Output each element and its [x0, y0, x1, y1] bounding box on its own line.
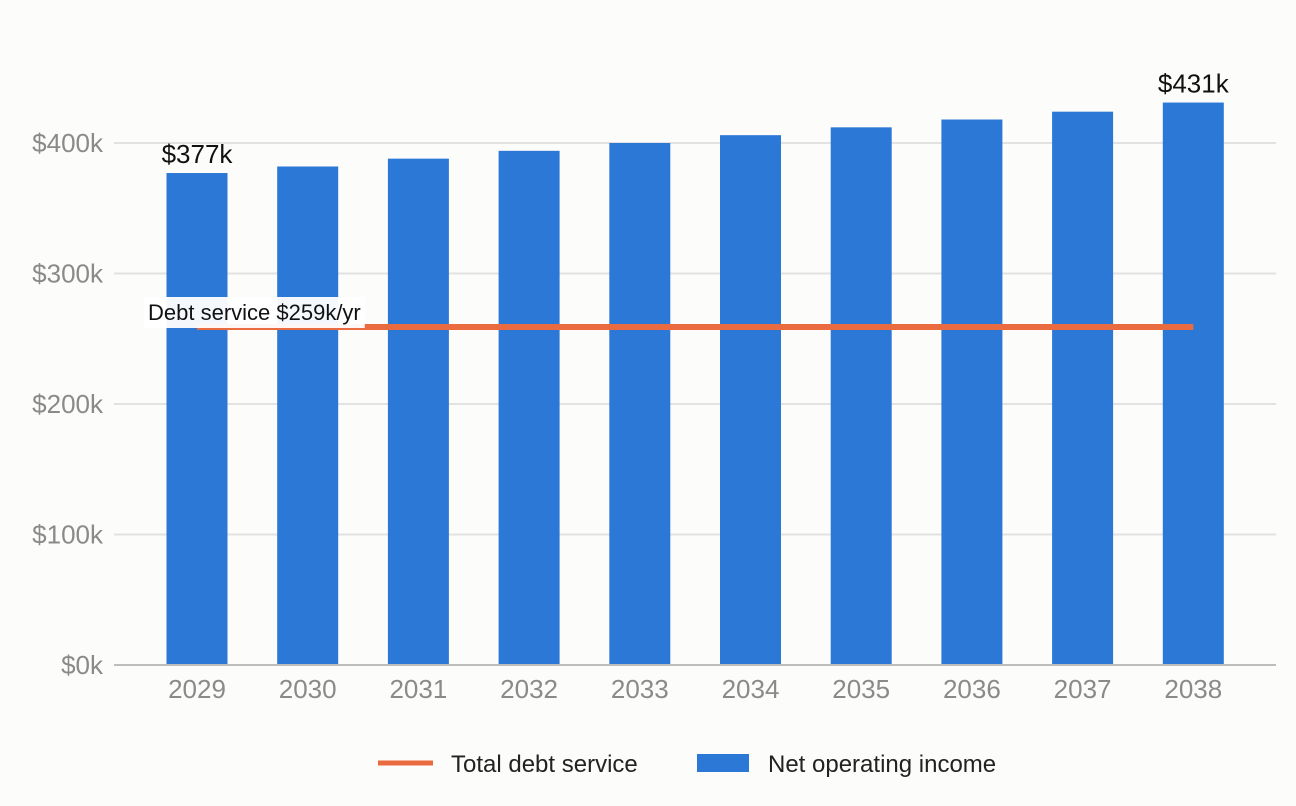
x-tick-label: 2035 [832, 674, 890, 704]
x-tick-label: 2032 [500, 674, 558, 704]
bar-net-operating-income [387, 158, 449, 665]
data-labels: $377k $431k [162, 69, 1230, 169]
legend-label-total-debt-service: Total debt service [451, 751, 638, 778]
data-label: $377k [162, 139, 234, 169]
annotation-background [144, 297, 365, 328]
bar-net-operating-income [277, 166, 339, 666]
bars [166, 102, 1224, 666]
bar-net-operating-income [1162, 102, 1224, 666]
x-tick-label: 2034 [722, 674, 780, 704]
bar-net-operating-income [941, 119, 1003, 665]
y-tick-label: $100k [32, 520, 104, 550]
x-axis-tick-labels: 2029 2030 2031 2032 2033 2034 2035 2036 2037 2038 [168, 674, 1222, 704]
x-tick-label: 2029 [168, 674, 226, 704]
x-tick-label: 2037 [1054, 674, 1112, 704]
x-tick-label: 2038 [1164, 674, 1222, 704]
bar-net-operating-income [1052, 111, 1114, 666]
legend-swatch-net-operating-income [697, 754, 749, 772]
data-label: $431k [1158, 69, 1230, 99]
legend: Total debt service Net operating income [378, 751, 996, 778]
annotation-text: Debt service $259k/yr [148, 300, 361, 325]
y-tick-label: $400k [32, 128, 104, 158]
x-tick-label: 2031 [389, 674, 447, 704]
y-tick-label: $200k [32, 389, 104, 419]
y-tick-label: $300k [32, 259, 104, 289]
debt-service-annotation: Debt service $259k/yr [144, 297, 365, 328]
bar-net-operating-income [166, 173, 228, 665]
y-axis-tick-labels: $0k $100k $200k $300k $400k [32, 128, 104, 680]
y-tick-label: $0k [61, 650, 104, 680]
bar-net-operating-income [609, 143, 671, 665]
bar-net-operating-income [498, 150, 560, 665]
x-tick-label: 2030 [279, 674, 337, 704]
bar-net-operating-income [830, 127, 892, 666]
x-tick-label: 2033 [611, 674, 669, 704]
bar-net-operating-income [720, 135, 781, 666]
x-tick-label: 2036 [943, 674, 1001, 704]
legend-label-net-operating-income: Net operating income [768, 751, 996, 778]
